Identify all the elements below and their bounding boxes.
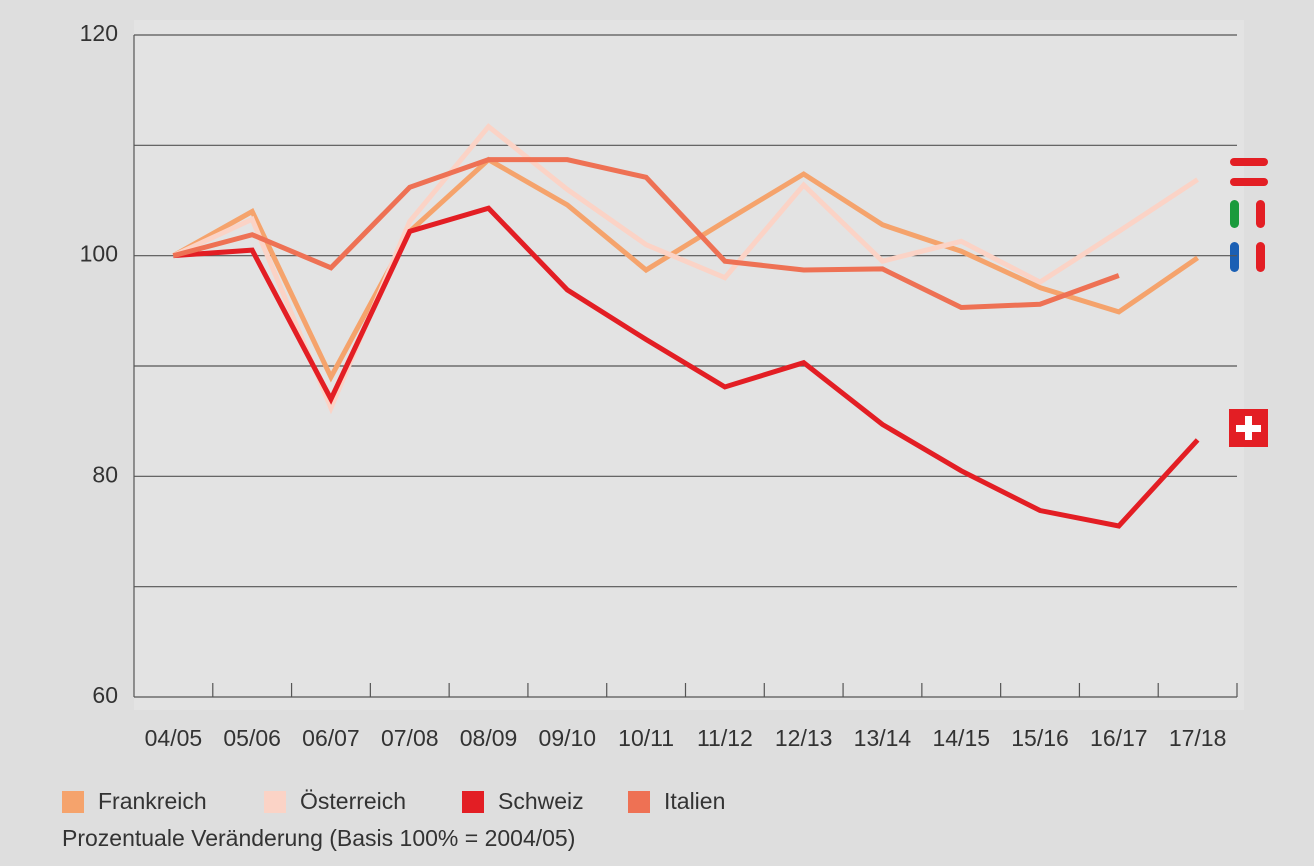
page: {"chart_data": {"type": "line", "categor… — [0, 0, 1314, 866]
legend-swatch — [462, 791, 484, 813]
x-tick-label: 07/08 — [381, 725, 439, 751]
x-tick-label: 06/07 — [302, 725, 360, 751]
y-tick-label: 100 — [80, 241, 118, 267]
y-tick-label: 80 — [92, 461, 118, 487]
x-tick-label: 04/05 — [145, 725, 203, 751]
legend-swatch — [628, 791, 650, 813]
x-tick-label: 16/17 — [1090, 725, 1148, 751]
x-tick-label: 13/14 — [854, 725, 912, 751]
x-tick-label: 09/10 — [539, 725, 597, 751]
legend-swatch — [264, 791, 286, 813]
x-tick-label: 05/06 — [223, 725, 281, 751]
legend-label: Italien — [664, 788, 725, 814]
y-tick-label: 120 — [80, 20, 118, 46]
x-tick-label: 12/13 — [775, 725, 833, 751]
x-tick-label: 08/09 — [460, 725, 518, 751]
x-tick-label: 17/18 — [1169, 725, 1227, 751]
y-tick-label: 60 — [92, 682, 118, 708]
flag-switzerland — [1229, 409, 1268, 447]
x-tick-label: 14/15 — [932, 725, 990, 751]
chart: Prozentuale Veränderung (Basis 100% = 20… — [0, 0, 1314, 866]
note: Prozentuale Veränderung (Basis 100% = 20… — [62, 825, 575, 851]
x-tick-label: 11/12 — [697, 725, 753, 751]
x-tick-label: 15/16 — [1011, 725, 1069, 751]
legend-swatch — [62, 791, 84, 813]
legend-label: Österreich — [300, 788, 406, 814]
legend-label: Frankreich — [98, 788, 207, 814]
legend-label: Schweiz — [498, 788, 584, 814]
x-tick-label: 10/11 — [618, 725, 674, 751]
